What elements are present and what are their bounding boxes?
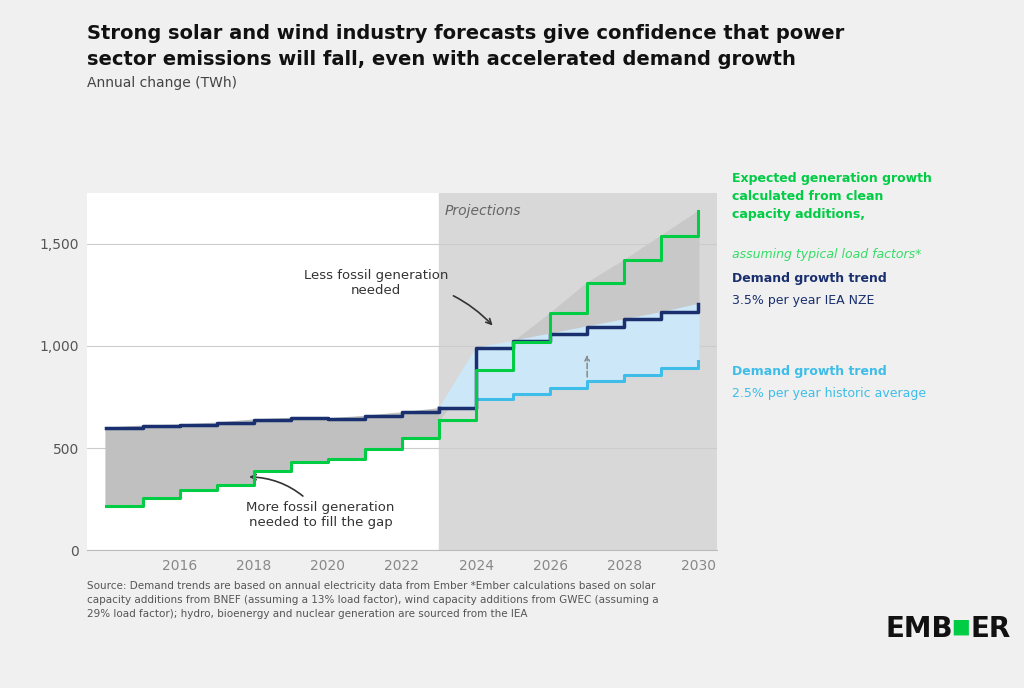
Text: 2.5% per year historic average: 2.5% per year historic average [732, 387, 927, 400]
Text: EMB: EMB [886, 615, 953, 643]
Text: ▪: ▪ [950, 613, 971, 642]
Text: Strong solar and wind industry forecasts give confidence that power: Strong solar and wind industry forecasts… [87, 24, 845, 43]
Text: Less fossil generation
needed: Less fossil generation needed [304, 268, 492, 324]
Text: assuming typical load factors*: assuming typical load factors* [732, 248, 922, 261]
Text: Source: Demand trends are based on annual electricity data from Ember *Ember cal: Source: Demand trends are based on annua… [87, 581, 658, 619]
Bar [439, 193, 735, 550]
Text: 3.5% per year IEA NZE: 3.5% per year IEA NZE [732, 294, 874, 308]
Text: sector emissions will fall, even with accelerated demand growth: sector emissions will fall, even with ac… [87, 50, 796, 69]
Text: Expected generation growth
calculated from clean
capacity additions,: Expected generation growth calculated fr… [732, 172, 932, 221]
Text: Projections: Projections [444, 204, 521, 218]
Text: Annual change (TWh): Annual change (TWh) [87, 76, 237, 89]
Text: ER: ER [971, 615, 1011, 643]
Text: More fossil generation
needed to fill the gap: More fossil generation needed to fill th… [246, 475, 394, 528]
Text: Demand growth trend: Demand growth trend [732, 365, 887, 378]
Text: Demand growth trend: Demand growth trend [732, 272, 887, 285]
